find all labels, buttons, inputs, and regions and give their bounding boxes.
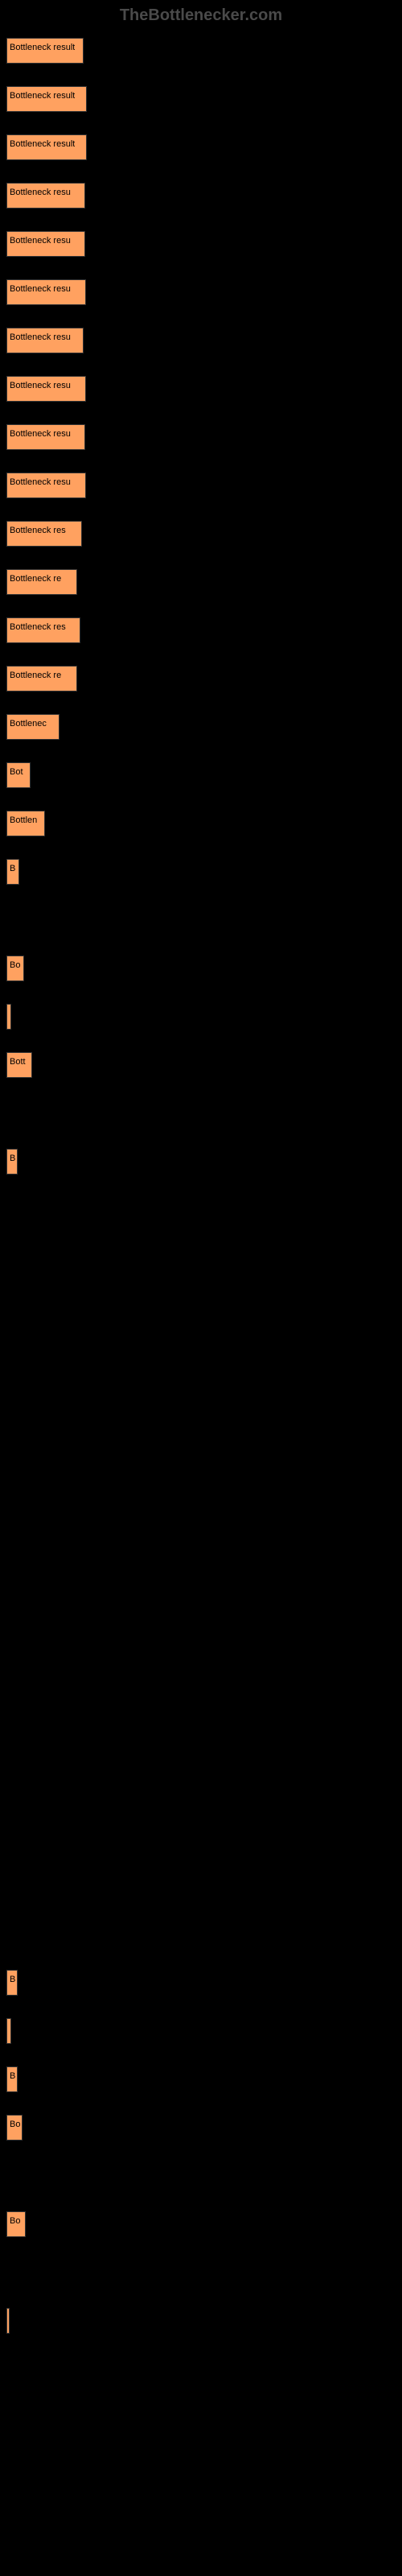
bar-label: Bottlen (10, 815, 37, 825)
bar-label: B (10, 1154, 15, 1163)
bar-row (6, 1236, 402, 1274)
chart-area: Bottleneck result Bottleneck result Bottle… (0, 28, 402, 2481)
bar-row: Bottleneck re (6, 656, 402, 694)
bar-label: Bottleneck res (10, 526, 66, 535)
bar-row (6, 1767, 402, 1805)
bar-label: Bottleneck resu (10, 284, 71, 294)
bar-row (6, 1091, 402, 1129)
bar-row: B (6, 849, 402, 887)
bar-row: Bottleneck resu (6, 463, 402, 501)
bar-row (6, 898, 402, 935)
bar-row (6, 1815, 402, 1853)
bar-row: Bottleneck res (6, 608, 402, 646)
bar-row (6, 1912, 402, 1950)
bar-row (6, 1284, 402, 1322)
bar-label: Bottlenec (10, 719, 47, 729)
bar-row: B (6, 1139, 402, 1177)
bar-label: Bottleneck resu (10, 429, 71, 439)
bar-row (6, 2008, 402, 2046)
bar-row (6, 2347, 402, 2384)
bar-label: Bot (10, 767, 23, 777)
bar (6, 2308, 10, 2334)
bar-row (6, 1187, 402, 1225)
bar-row: Bottleneck resu (6, 173, 402, 211)
bar-row: Bottleneck result (6, 28, 402, 66)
bar-row: Bottleneck resu (6, 415, 402, 452)
bar-label: Bottleneck resu (10, 477, 71, 487)
bar-row: Bo (6, 2202, 402, 2240)
bar-label: Bottleneck resu (10, 236, 71, 246)
bar-row (6, 2250, 402, 2288)
bar-label: Bo (10, 960, 20, 970)
bar-label: Bottleneck resu (10, 188, 71, 197)
bar-row (6, 994, 402, 1032)
bar (6, 2018, 11, 2044)
bar-row (6, 1574, 402, 1612)
bar-label: Bo (10, 2216, 20, 2226)
bar-row (6, 2298, 402, 2336)
bar-label: Bottleneck re (10, 671, 61, 680)
bar-row: Bottleneck resu (6, 318, 402, 356)
bar-row: B (6, 2057, 402, 2095)
bar-row: Bottleneck result (6, 125, 402, 163)
bar-row (6, 1477, 402, 1515)
bar-label: B (10, 2071, 15, 2081)
bar-row: Bot (6, 753, 402, 791)
bar-row: B (6, 1960, 402, 1998)
bar-row: Bottleneck re (6, 559, 402, 597)
bar-row: Bottlen (6, 801, 402, 839)
bar-row: Bottleneck resu (6, 366, 402, 404)
bar-row (6, 1525, 402, 1563)
bar-row: Bott (6, 1042, 402, 1080)
bar-label: Bottleneck res (10, 622, 66, 632)
bar-row: Bo (6, 946, 402, 984)
bar-row (6, 1332, 402, 1370)
bar-row (6, 2153, 402, 2191)
bar-row (6, 2395, 402, 2433)
bar-label: B (10, 1975, 15, 1984)
bar-row: Bottlenec (6, 704, 402, 742)
bar-row: Bottleneck resu (6, 221, 402, 259)
bar-row (6, 1429, 402, 1467)
bar-label: Bottleneck resu (10, 381, 71, 390)
bar-row (6, 2443, 402, 2481)
bar-row (6, 1381, 402, 1418)
bar-row (6, 1864, 402, 1901)
bar-label: Bott (10, 1057, 26, 1067)
bar-row: Bo (6, 2105, 402, 2143)
watermark: TheBottlenecker.com (0, 0, 402, 28)
bar-label: Bo (10, 2120, 20, 2129)
bar-label: Bottleneck result (10, 43, 75, 52)
bar-row: Bottleneck resu (6, 270, 402, 308)
bar-label: Bottleneck result (10, 91, 75, 101)
bar (6, 1004, 11, 1030)
bar-row: Bottleneck res (6, 511, 402, 549)
bar-label: Bottleneck result (10, 139, 75, 149)
bar-label: B (10, 864, 15, 873)
bar-row: Bottleneck result (6, 76, 402, 114)
bar-label: Bottleneck re (10, 574, 61, 584)
bar-label: Bottleneck resu (10, 332, 71, 342)
bar-row (6, 1670, 402, 1708)
bar-row (6, 1719, 402, 1757)
bar-row (6, 1622, 402, 1660)
